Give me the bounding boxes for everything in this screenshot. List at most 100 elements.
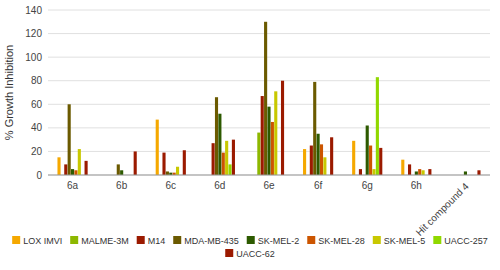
bar <box>418 169 421 175</box>
legend-swatch <box>137 236 145 244</box>
bar <box>261 96 264 175</box>
bar <box>71 169 74 175</box>
bar <box>215 97 218 175</box>
bar <box>317 134 320 175</box>
x-tick-label: 6a <box>67 180 79 191</box>
bar <box>74 170 77 175</box>
bar <box>376 77 379 175</box>
series <box>74 122 421 175</box>
bar <box>222 153 225 175</box>
bar <box>225 141 228 175</box>
bar <box>64 164 67 175</box>
legend-swatch <box>225 249 233 257</box>
x-tick-label: 6f <box>314 180 323 191</box>
legend-label: MALME-3M <box>81 236 129 246</box>
bar <box>303 149 306 175</box>
bar <box>369 146 372 175</box>
y-ticks: 0 20 40 60 80 100 120 140 <box>25 5 42 181</box>
bar <box>232 140 235 175</box>
bar <box>271 122 274 175</box>
bar <box>477 170 480 175</box>
series <box>64 96 411 175</box>
x-tick-label: 6g <box>362 180 373 191</box>
legend-swatch <box>12 236 20 244</box>
bar <box>267 107 270 175</box>
legend-label: SK-MEL-28 <box>318 236 365 246</box>
y-tick-label: 60 <box>31 99 43 110</box>
y-tick-label: 120 <box>25 28 42 39</box>
bar <box>310 146 313 175</box>
bar <box>57 157 60 175</box>
bar <box>228 164 231 175</box>
bar <box>218 114 221 175</box>
legend-swatch <box>307 236 315 244</box>
y-tick-label: 0 <box>36 170 42 181</box>
bar <box>68 104 71 175</box>
legend-label: LOX IMVI <box>23 236 62 246</box>
legend-item: MDA-MB-435 <box>173 236 239 246</box>
bar <box>134 151 137 175</box>
bar <box>117 164 120 175</box>
grid-line <box>48 33 490 34</box>
legend-label: M14 <box>148 236 166 246</box>
series <box>68 22 317 175</box>
grid-line <box>48 57 490 58</box>
legend-item: M14 <box>137 236 166 246</box>
series <box>85 81 481 175</box>
bar <box>212 143 215 175</box>
legend-label: MDA-MB-435 <box>184 236 239 246</box>
bar <box>281 81 284 175</box>
bar <box>274 91 277 175</box>
bar <box>372 169 375 175</box>
legend-label: SK-MEL-2 <box>258 236 300 246</box>
legend-item: UACC-257 <box>433 236 488 246</box>
bars <box>57 22 480 175</box>
series <box>78 91 425 175</box>
legend-swatch <box>173 236 181 244</box>
series <box>228 77 378 175</box>
x-axis-line <box>48 175 490 176</box>
x-tick-label: 6b <box>116 180 128 191</box>
bar <box>320 144 323 175</box>
legend-label: UACC-257 <box>444 236 488 246</box>
y-tick-label: 40 <box>31 122 43 133</box>
grid-line <box>48 104 490 105</box>
bar <box>366 126 369 176</box>
bar <box>313 82 316 175</box>
legend-item: SK-MEL-5 <box>373 236 426 246</box>
legend-item: SK-MEL-2 <box>247 236 300 246</box>
series <box>257 133 260 175</box>
legend: LOX IMVI MALME-3M M14 MDA-MB-435 SK-MEL-2 SK-… <box>12 236 488 259</box>
bar <box>166 171 169 175</box>
x-tick-label: 6c <box>165 180 176 191</box>
x-ticks: 6a6b6c6d6e6f6g6hHit compound 4 <box>67 180 471 238</box>
legend-swatch <box>373 236 381 244</box>
x-tick-label: 6h <box>411 180 422 191</box>
bar <box>120 170 123 175</box>
bar <box>183 150 186 175</box>
x-tick-label: Hit compound 4 <box>414 180 472 238</box>
bar <box>176 167 179 175</box>
bar <box>415 171 418 175</box>
y-tick-label: 100 <box>25 52 42 63</box>
bar <box>162 153 165 175</box>
bar <box>264 22 267 175</box>
y-tick-label: 20 <box>31 146 43 157</box>
legend-item: LOX IMVI <box>12 236 62 246</box>
legend-swatch <box>247 236 255 244</box>
bar <box>408 164 411 175</box>
chart: 020406080100120140% Growth Inhibition6a6… <box>0 0 500 270</box>
legend-swatch <box>433 236 441 244</box>
bar <box>323 157 326 175</box>
legend-label: SK-MEL-5 <box>384 236 426 246</box>
bar <box>401 160 404 175</box>
bar <box>428 169 431 175</box>
x-tick-label: 6d <box>214 180 225 191</box>
y-tick-label: 80 <box>31 75 43 86</box>
series <box>57 120 404 175</box>
legend-item: SK-MEL-28 <box>307 236 365 246</box>
grid-line <box>48 175 490 176</box>
y-tick-label: 140 <box>25 5 42 16</box>
bar <box>85 161 88 175</box>
bar <box>464 171 467 175</box>
